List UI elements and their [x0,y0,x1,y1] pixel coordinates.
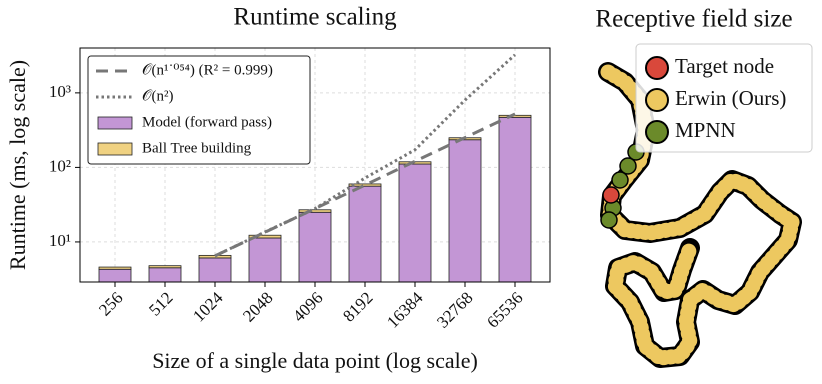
y-tick-label: 10³ [49,82,71,101]
x-tick-label: 1024 [189,288,227,326]
x-tick-label: 2048 [239,288,276,325]
y-tick-label: 10² [49,156,71,175]
line [214,112,516,258]
bar [348,183,382,187]
bar [248,237,282,283]
legend-box [635,43,813,153]
bar [148,267,182,283]
bar [448,139,482,283]
x-tick-label: 65536 [483,288,526,331]
x-tick-label: 8192 [339,288,376,325]
target-node [602,186,620,204]
diagram-title: Receptive field size [595,6,792,33]
bar [248,234,282,239]
bar [398,163,432,283]
diagram-legend: Target node Erwin (Ours) MPNN [635,43,813,153]
bar [98,268,132,283]
legend-box [87,55,311,165]
plot: 10¹ 10² 10³ 256 512 1024 2048 4096 8192 16384 3276… [49,47,551,332]
x-tick-label: 512 [145,288,176,319]
x-tick-label: 16384 [383,288,427,332]
y-tick-label: 10¹ [49,231,71,250]
bar [198,257,232,283]
bar [348,185,382,283]
legend-marker [645,120,669,144]
x-tick-label: 4096 [289,288,326,325]
legend-marker [645,88,669,112]
legend-marker [645,56,669,80]
bar [298,209,332,213]
legend-swatch [97,142,133,156]
legend-label: Ball Tree building [142,140,252,156]
x-tick-label: 256 [95,288,126,319]
legend-label: 𝒪(n²) [142,88,173,104]
x-tick-label: 32768 [433,288,476,331]
legend-swatch [97,116,133,130]
legend-label: MPNN [675,118,736,142]
chart-title: Runtime scaling [233,4,397,31]
legend-label: Target node [675,54,774,78]
x-axis-label: Size of a single data point (log scale) [152,348,478,373]
line [214,53,517,258]
plot-frame [79,47,551,283]
y-axis-label: Runtime (ms, log scale) [5,60,30,270]
bar [398,161,432,165]
legend-label: 𝒪(n¹˙⁰⁵⁴) (R² = 0.999) [142,62,273,78]
bar [498,116,532,283]
bar [98,266,132,270]
legend-label: Erwin (Ours) [675,86,786,110]
bar [148,265,182,269]
receptive-field-graph [598,62,802,368]
bar [298,211,332,283]
legend-label: Model (forward pass) [142,114,272,130]
